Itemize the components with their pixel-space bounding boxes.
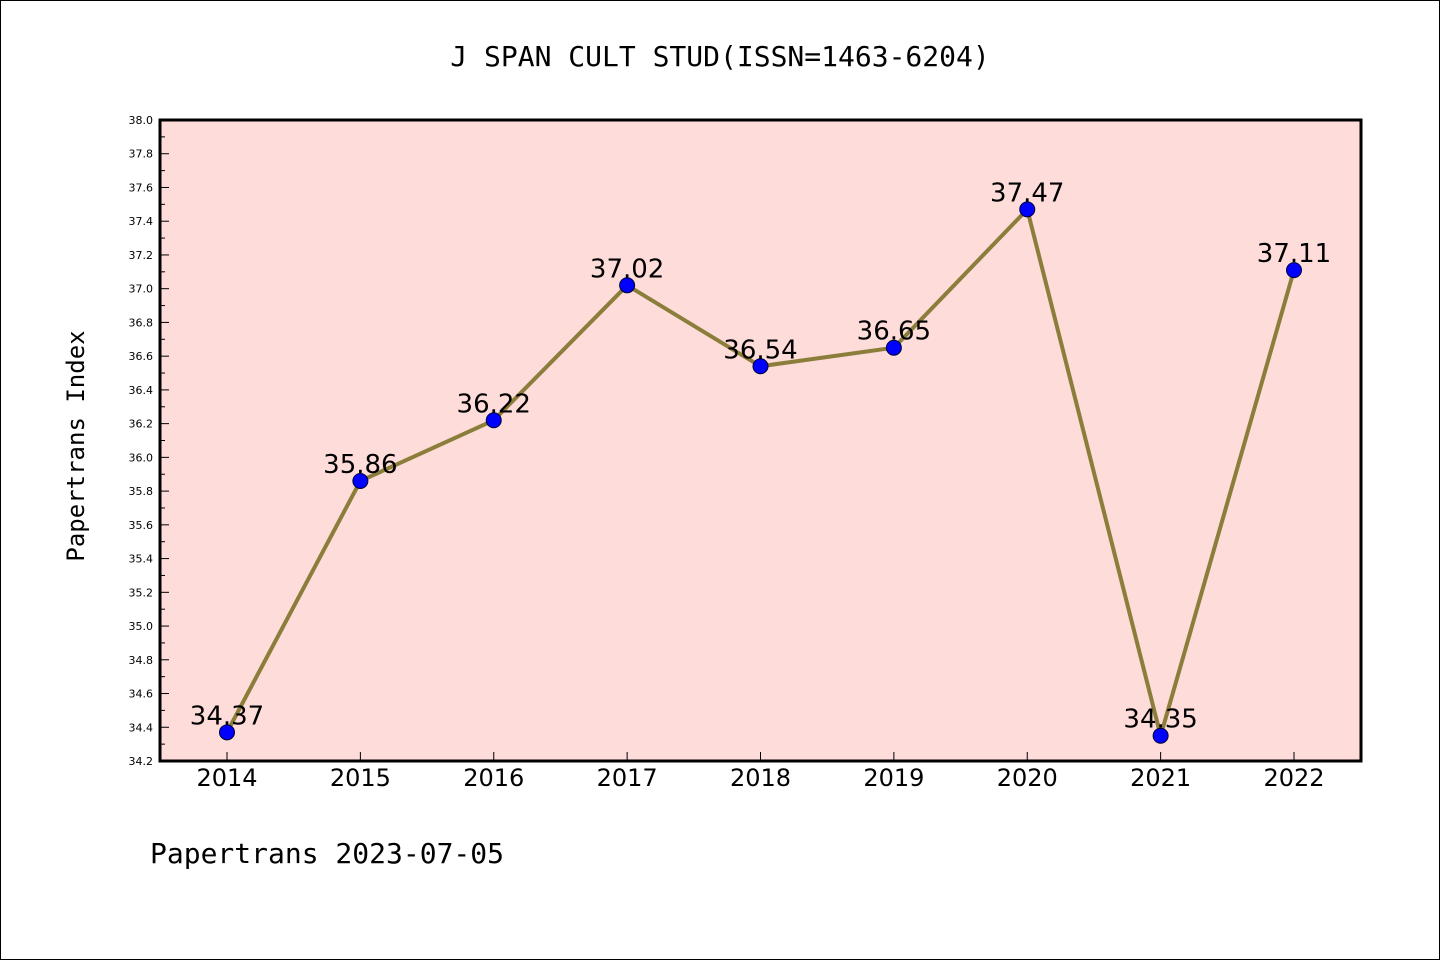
y-tick-label: 35.8	[129, 485, 154, 498]
y-tick-label: 35.2	[129, 586, 154, 599]
data-point	[1286, 262, 1302, 279]
data-point	[219, 724, 235, 741]
y-tick-label: 35.6	[129, 519, 154, 532]
x-tick-label: 2021	[1130, 764, 1191, 792]
data-point	[619, 277, 636, 294]
data-label: 37.11	[1257, 239, 1331, 269]
plot-area	[158, 118, 1363, 763]
data-label: 34.37	[190, 701, 264, 731]
x-tick-label: 2014	[196, 764, 257, 792]
data-point	[485, 412, 502, 429]
data-label: 37.02	[590, 254, 664, 284]
data-labels: 34.37 35.86 36.22 37.02 36.54 36.65 37.47 34.35…	[190, 178, 1331, 734]
y-tick-label: 34.4	[129, 721, 154, 734]
y-tick-label: 37.2	[129, 249, 154, 262]
data-label: 35.86	[323, 450, 397, 480]
y-axis-label: Papertrans Index	[62, 330, 90, 561]
x-axis: 2014 2015 2016 2017 2018 2019 2020 2021 2022	[196, 752, 1325, 792]
x-tick-label: 2018	[730, 764, 791, 792]
data-label: 36.22	[457, 389, 531, 419]
y-tick-label: 36.2	[129, 418, 154, 431]
x-tick-label: 2022	[1263, 764, 1324, 792]
y-tick-label: 37.0	[129, 283, 154, 296]
y-tick-label: 34.6	[129, 688, 154, 701]
y-tick-label: 35.4	[129, 553, 154, 566]
x-tick-label: 2017	[597, 764, 658, 792]
y-tick-label: 35.0	[129, 620, 154, 633]
series-line-group	[219, 201, 1302, 744]
x-tick-label: 2016	[463, 764, 524, 792]
chart-title: J SPAN CULT STUD(ISSN=1463-6204)	[450, 40, 989, 73]
data-label: 36.54	[723, 335, 797, 365]
y-tick-label: 37.6	[129, 181, 154, 194]
y-tick-label: 36.4	[129, 384, 154, 397]
footer-date: Papertrans 2023-07-05	[150, 837, 504, 870]
data-label: 34.35	[1123, 705, 1197, 735]
y-tick-label: 34.8	[129, 654, 154, 667]
x-tick-label: 2015	[330, 764, 391, 792]
y-tick-label: 36.8	[129, 316, 154, 329]
data-label: 36.65	[857, 317, 931, 347]
data-point	[752, 358, 769, 375]
data-label: 37.47	[990, 178, 1064, 208]
x-tick-label: 2019	[863, 764, 924, 792]
y-tick-label: 37.4	[129, 215, 154, 228]
y-tick-label: 36.6	[129, 350, 154, 363]
x-tick-label: 2020	[997, 764, 1058, 792]
y-tick-label: 37.8	[129, 148, 154, 161]
y-tick-label: 34.2	[129, 755, 154, 768]
data-point	[352, 472, 369, 489]
data-point	[1019, 201, 1036, 218]
data-point	[885, 339, 902, 356]
y-axis: 34.2 34.4 34.6 34.8 35.0 35.2 35.4 35.6 35.8 36.0…	[129, 114, 169, 768]
y-tick-label: 38.0	[129, 114, 154, 127]
data-point	[1152, 727, 1169, 744]
y-tick-label: 36.0	[129, 451, 154, 464]
